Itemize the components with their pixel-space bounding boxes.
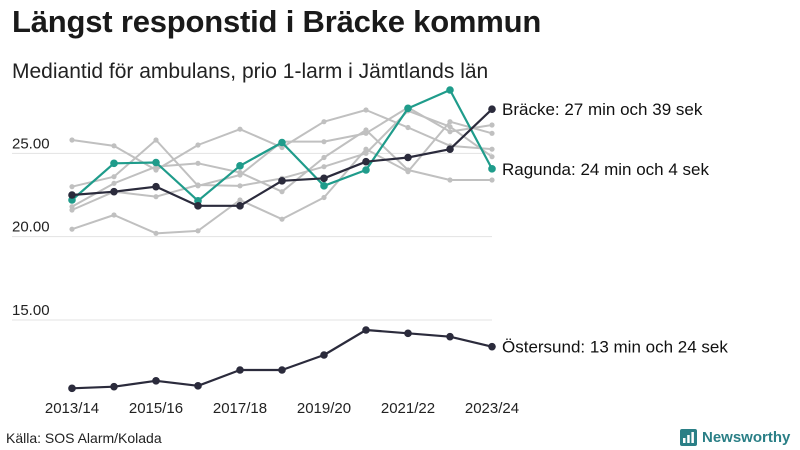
data-point <box>152 158 160 167</box>
data-point <box>278 366 286 374</box>
data-point <box>237 183 243 189</box>
data-point <box>446 332 454 341</box>
data-point <box>69 184 75 190</box>
brand-name: Newsworthy <box>702 428 791 446</box>
data-point <box>237 126 243 132</box>
x-tick-label: 2019/20 <box>297 400 351 417</box>
data-point <box>489 154 495 160</box>
y-tick-label: 15.00 <box>12 302 50 319</box>
data-point <box>194 202 202 210</box>
source-note: Källa: SOS Alarm/Kolada <box>6 430 162 446</box>
x-tick-label: 2017/18 <box>213 400 267 417</box>
data-point <box>488 342 496 351</box>
data-point <box>320 182 328 190</box>
data-point <box>69 207 75 213</box>
data-point <box>237 169 243 176</box>
data-point <box>447 177 453 183</box>
data-point <box>363 150 369 156</box>
data-point <box>404 153 412 162</box>
data-point <box>68 384 76 393</box>
data-point <box>279 144 285 151</box>
data-point <box>69 137 75 143</box>
data-point <box>236 162 244 170</box>
data-point <box>69 226 75 232</box>
data-point <box>489 146 495 152</box>
data-point <box>110 382 118 391</box>
data-point <box>110 159 118 168</box>
series-br-cke: Bräcke: 27 min och 39 sek <box>68 100 703 210</box>
data-point <box>236 202 244 210</box>
data-point <box>68 191 76 199</box>
data-point <box>321 194 327 201</box>
data-point <box>404 329 412 338</box>
series-label: Bräcke: 27 min och 39 sek <box>502 100 703 119</box>
y-tick-label: 20.00 <box>12 219 50 236</box>
data-point <box>153 194 159 200</box>
data-point <box>111 174 117 180</box>
data-point <box>405 124 411 131</box>
data-point <box>362 166 370 174</box>
bar-chart-logo-icon <box>680 428 697 446</box>
series-line <box>71 109 493 211</box>
data-point <box>446 145 454 153</box>
data-point <box>489 122 495 128</box>
series-ragunda: Ragunda: 24 min och 4 sek <box>68 86 709 205</box>
chart-subtitle: Mediantid för ambulans, prio 1-larm i Jä… <box>12 60 489 83</box>
data-point <box>363 127 369 133</box>
data-point <box>320 351 328 359</box>
brand-logo[interactable]: Newsworthy <box>680 426 790 448</box>
data-point <box>153 230 159 236</box>
data-point <box>488 105 496 113</box>
series-line <box>71 328 493 390</box>
data-point <box>362 326 370 334</box>
data-point <box>111 180 117 186</box>
data-point <box>488 165 496 173</box>
data-point <box>321 139 327 145</box>
data-point <box>446 86 454 94</box>
data-point <box>447 119 453 125</box>
data-point <box>363 107 369 113</box>
data-point <box>489 177 495 183</box>
data-point <box>362 157 370 166</box>
data-point <box>278 138 286 147</box>
data-point <box>489 130 495 136</box>
data-point <box>152 182 160 191</box>
data-point <box>153 137 159 143</box>
x-tick-label: 2015/16 <box>129 400 183 417</box>
y-tick-label: 25.00 <box>12 135 50 152</box>
data-point <box>195 142 201 148</box>
data-point <box>195 228 201 234</box>
x-tick-label: 2013/14 <box>45 400 99 417</box>
data-point <box>110 187 118 196</box>
x-tick-label: 2023/24 <box>465 400 519 417</box>
data-point <box>236 366 244 374</box>
data-point <box>363 146 369 152</box>
data-point <box>279 216 285 222</box>
data-point <box>278 177 286 185</box>
data-point <box>111 143 117 149</box>
data-point <box>320 174 328 183</box>
data-point <box>111 212 117 218</box>
data-point <box>321 164 327 170</box>
data-point <box>279 189 285 195</box>
data-point <box>195 182 201 188</box>
x-tick-label: 2021/22 <box>381 400 435 417</box>
series-label: Ragunda: 24 min och 4 sek <box>502 160 709 179</box>
data-point <box>194 382 202 390</box>
data-point <box>405 169 411 175</box>
chart-title: Längst responstid i Bräcke kommun <box>12 4 542 39</box>
series--stersund: Östersund: 13 min och 24 sek <box>68 326 728 393</box>
data-point <box>321 154 327 161</box>
data-point <box>237 197 243 203</box>
series-label: Östersund: 13 min och 24 sek <box>502 338 728 357</box>
series-other-municipality <box>69 127 495 210</box>
data-point <box>152 377 160 385</box>
data-point <box>447 124 453 130</box>
data-point <box>321 119 327 125</box>
data-point <box>447 129 453 135</box>
data-point <box>404 104 412 113</box>
data-point <box>195 160 201 166</box>
